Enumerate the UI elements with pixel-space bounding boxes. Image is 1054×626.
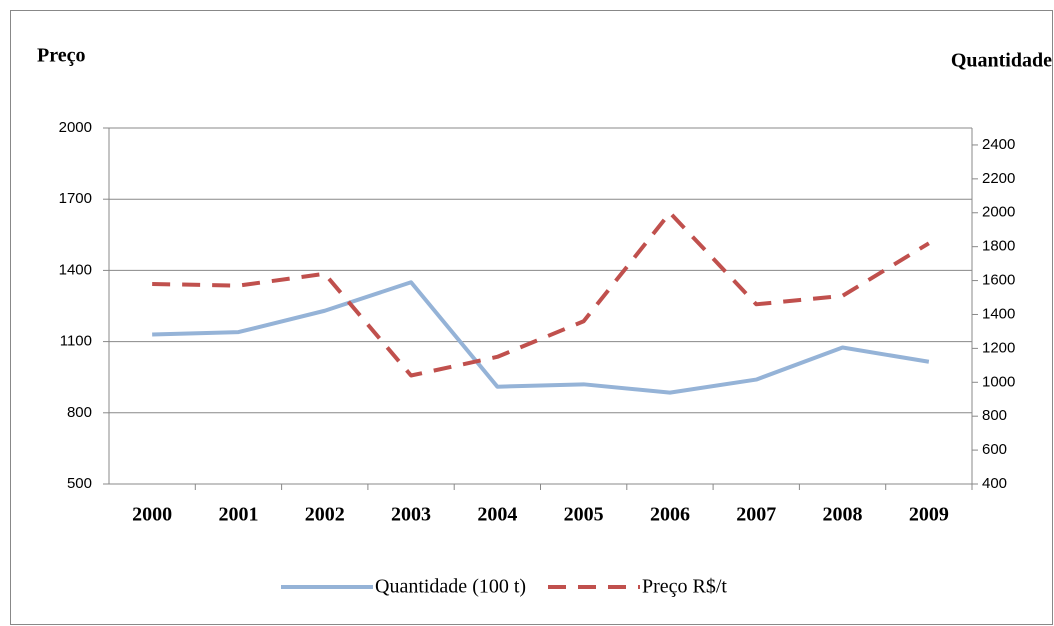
y2-tick-label: 1200 bbox=[982, 339, 1015, 356]
x-tick-label: 2001 bbox=[218, 504, 258, 526]
y2-tick-label: 1800 bbox=[982, 238, 1015, 255]
y-tick-label: 1400 bbox=[59, 261, 92, 278]
y2-tick-label: 800 bbox=[982, 407, 1007, 424]
series-line bbox=[152, 280, 930, 395]
x-tick-label: 2004 bbox=[477, 504, 517, 526]
x-tick-label: 2009 bbox=[909, 504, 949, 526]
y-tick-label: 500 bbox=[67, 475, 92, 492]
series-line bbox=[152, 210, 930, 378]
x-tick-label: 2006 bbox=[650, 504, 690, 526]
x-tick-label: 2005 bbox=[564, 504, 604, 526]
x-tick-label: 2007 bbox=[736, 504, 776, 526]
y2-tick-label: 2200 bbox=[982, 170, 1015, 187]
x-tick-label: 2003 bbox=[391, 504, 431, 526]
y-tick-label: 1100 bbox=[60, 333, 92, 350]
y2-tick-label: 2400 bbox=[982, 136, 1015, 153]
legend-label: Quantidade (100 t) bbox=[375, 576, 526, 598]
y2-tick-label: 1400 bbox=[982, 305, 1015, 322]
legend-label: Preço R$/t bbox=[642, 576, 727, 598]
x-tick-label: 2008 bbox=[823, 504, 863, 526]
y-tick-label: 800 bbox=[67, 404, 92, 421]
x-tick-label: 2002 bbox=[305, 504, 345, 526]
y2-tick-label: 1000 bbox=[982, 373, 1015, 390]
y2-tick-label: 1600 bbox=[982, 272, 1015, 289]
y2-tick-label: 600 bbox=[982, 441, 1007, 458]
y-tick-label: 1700 bbox=[59, 190, 92, 207]
y-tick-label: 2000 bbox=[59, 119, 92, 136]
y2-tick-label: 2000 bbox=[982, 204, 1015, 221]
y-axis-title: Preço bbox=[37, 45, 86, 67]
y2-axis-title: Quantidade bbox=[951, 50, 1052, 72]
x-tick-label: 2000 bbox=[132, 504, 172, 526]
y2-tick-label: 400 bbox=[982, 475, 1007, 492]
chart-border bbox=[10, 10, 1053, 625]
